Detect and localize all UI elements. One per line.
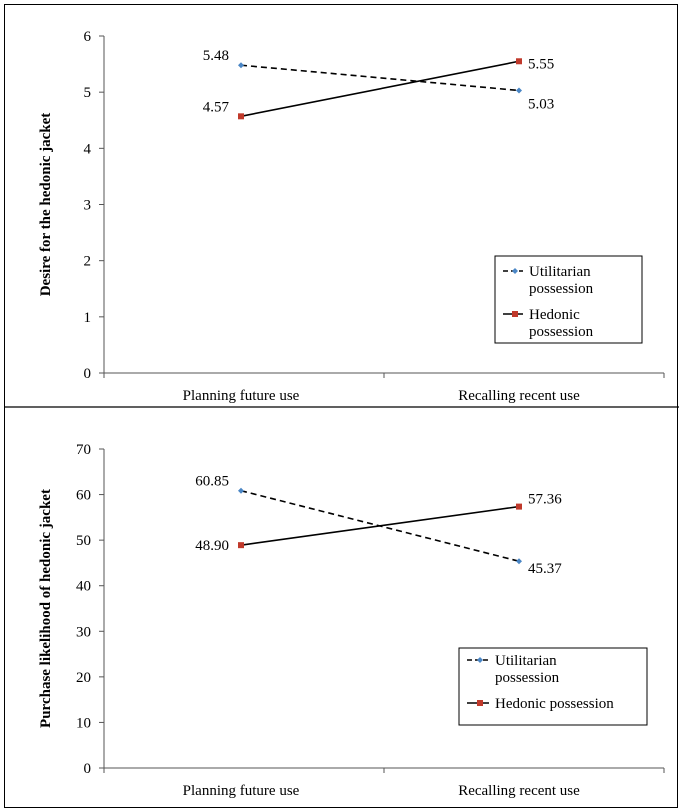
y-tick-label: 2 [84, 254, 92, 270]
y-tick-label: 60 [76, 488, 91, 504]
data-label: 57.36 [528, 492, 562, 508]
data-point-marker [516, 87, 522, 94]
y-tick-label: 4 [84, 141, 92, 157]
data-label: 4.57 [203, 99, 230, 115]
y-tick-label: 1 [84, 310, 92, 326]
data-point-marker [516, 558, 522, 565]
y-tick-label: 70 [76, 442, 91, 458]
x-category-label: Recalling recent use [458, 783, 580, 799]
legend-entry-label: possession [495, 670, 560, 686]
y-axis-label: Purchase likelihood of hedonic jacket [38, 489, 54, 728]
data-point-marker [238, 542, 244, 549]
legend-entry-label: Utilitarian [529, 264, 591, 280]
data-point-marker [516, 58, 522, 65]
chart-svg: 0 1 2 3 4 5 6 Planning future use Recalling rece… [5, 29, 679, 799]
series-line [240, 60, 520, 118]
y-tick-label: 20 [76, 670, 91, 686]
legend-entry-label: possession [529, 281, 594, 297]
legend-entry-label: Utilitarian [495, 653, 557, 669]
y-tick-label: 0 [84, 761, 92, 777]
y-tick-label: 6 [84, 29, 92, 45]
x-category-label: Planning future use [183, 783, 300, 799]
data-label: 48.90 [195, 538, 229, 554]
x-category-label: Recalling recent use [458, 388, 580, 404]
series-line [240, 64, 520, 92]
y-tick-label: 30 [76, 624, 91, 640]
y-axis-label: Desire for the hedonic jacket [38, 113, 54, 297]
data-point-marker [238, 487, 244, 494]
y-tick-label: 50 [76, 533, 91, 549]
data-label: 60.85 [195, 474, 229, 490]
legend-marker [477, 700, 483, 706]
data-point-marker [238, 62, 244, 69]
data-label: 5.03 [528, 96, 554, 112]
data-point-marker [238, 113, 244, 120]
data-label: 5.55 [528, 56, 554, 72]
legend-box [458, 647, 648, 726]
y-tick-label: 3 [84, 198, 92, 214]
y-tick-label: 0 [84, 366, 92, 382]
figure-frame: 0 1 2 3 4 5 6 Planning future use Recalling rece… [4, 4, 679, 808]
data-label: 5.48 [203, 48, 229, 64]
y-tick-label: 10 [76, 715, 91, 731]
y-tick-label: 5 [84, 85, 92, 101]
x-category-label: Planning future use [183, 388, 300, 404]
legend-marker [512, 311, 518, 317]
data-label: 45.37 [528, 561, 562, 577]
legend-entry-label: possession [529, 324, 594, 340]
legend-marker [512, 268, 518, 274]
legend-entry-label: Hedonic [529, 307, 580, 323]
data-point-marker [516, 503, 522, 510]
y-tick-label: 40 [76, 579, 91, 595]
legend-entry-label: Hedonic possession [495, 696, 614, 712]
series-line [240, 505, 520, 546]
legend-marker [477, 657, 483, 663]
